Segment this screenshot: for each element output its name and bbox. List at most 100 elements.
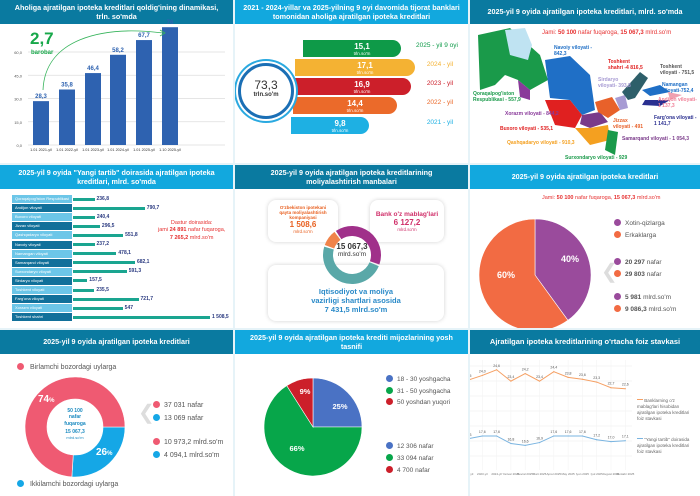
panel-title: 2025-yil 9 oyida ajratilgan ipoteka kred… [470, 0, 700, 24]
data-point [553, 371, 555, 373]
pie-slice [286, 377, 314, 429]
x-tick-label: Mart 2025 [533, 472, 547, 476]
data-point [524, 372, 526, 375]
x-tick-label: 1.01 2022-yil [56, 148, 78, 152]
row-label: Andijon viloyati [12, 204, 72, 213]
data-label: 23,4 [536, 375, 543, 379]
bar-chart: 0,0 15,0 30,0 45,0 60,0 28,3 1.01 2021-yil 35,8… [14, 20, 225, 152]
total-summary: Jami: 50 100 nafar fuqaroga, 15 067,3 ml… [542, 30, 671, 36]
region-label: Toshkent viloyati - 751,5 [660, 64, 695, 76]
data-label: 24,2 [522, 368, 529, 372]
row-label: Toshkent viloyati [12, 286, 72, 294]
row-label: Namangan viloyati [12, 249, 72, 258]
value: 29 803 [625, 271, 645, 278]
panel-interest-rate: Ajratilgan ipoteka kreditlarining o'rtac… [470, 330, 700, 496]
data-point [624, 388, 626, 390]
legend-label: 50 yoshdan yuqori [397, 399, 451, 406]
bar [73, 306, 123, 310]
region-label: Sirdaryo viloyati- 393,8 [598, 77, 631, 89]
data-point [581, 378, 583, 380]
unit: nafar [646, 259, 662, 266]
total-unit: trln.so'm [253, 92, 279, 98]
program-note: Dastur doirasida: jami 24 891 nafar fuqa… [158, 220, 225, 242]
bar-value-label: 76 [167, 20, 174, 26]
x-tick-label: 1.01 2024-yil [107, 148, 129, 152]
year-label: 2024 - yil [426, 61, 454, 68]
legend-item: Birlamchi bozordagi uylarga [17, 363, 116, 371]
bar-value-label: 591,3 [128, 268, 142, 275]
x-tick-label: Iyul 2025 [591, 472, 604, 476]
note-line: 7 265,2 mlrd.so'm [158, 235, 225, 242]
panel-regional-map: 2025-yil 9 oyida ajratilgan ipoteka kred… [470, 0, 700, 163]
bar-value-label: 236,8 [96, 195, 110, 202]
region-surxondaryo [605, 130, 618, 155]
legend-dot [614, 270, 621, 277]
legend-item: 13 069 nafar [153, 414, 203, 422]
center-text: fuqaroga [64, 420, 86, 427]
legend-item: 10 973,2 mlrd.so'm [153, 438, 223, 446]
x-tick-label: 2024-yil [491, 472, 502, 476]
legend-label: Birlamchi bozordagi uylarga [29, 364, 117, 371]
bar [162, 27, 178, 146]
region-label: Surxondaryo viloyati - 929 [565, 155, 628, 161]
text: jami [158, 227, 170, 234]
bar [73, 315, 210, 319]
value: 5 981 [625, 294, 642, 301]
legend-label: 18 - 30 yoshgacha [397, 376, 451, 383]
year-band: 16,9 trln.so'm [293, 78, 411, 95]
region-toshkent [622, 72, 648, 100]
panel-yearly-mortgages: 2021 - 2024-yillar va 2025-yilning 9 oyi… [235, 0, 468, 163]
legend-item: "Yangi tartib" doirasida ajratilgan ipot… [637, 437, 697, 455]
value: 10 973,2 mlrd.so'm [164, 439, 224, 446]
legend-line [637, 398, 643, 400]
data-label: 22,6 [622, 383, 629, 387]
region-label: Samarqand viloyati - 1 054,3 [622, 136, 689, 142]
data-label: 17,6 [550, 430, 557, 434]
legend-item: Erkaklarga [614, 231, 656, 239]
legend-item: 9 086,3 mlrd.so'm [614, 305, 676, 313]
donut-center: 15 067,3 mlrd.so'm [322, 242, 382, 258]
pie-chart: 25% 66% 9% [263, 377, 363, 477]
band-unit: trln.so'm [353, 51, 371, 56]
data-point [610, 441, 612, 443]
value: 13 069 nafar [164, 415, 204, 422]
legend-item: Xotin-qizlarga [614, 219, 665, 227]
band-unit: trln.so'm [331, 128, 349, 133]
card-title: Iqtisodiyot va moliya [318, 287, 394, 296]
bar [73, 270, 127, 274]
legend-dot [386, 466, 393, 473]
panel-title: 2025-yil 9 oyida ajratilgan ipoteka kred… [470, 165, 700, 189]
bar [85, 73, 101, 145]
total-summary: Jami: 50 100 nafar fuqaroga, 15 067,3 ml… [542, 195, 661, 201]
region-fargona [642, 100, 670, 106]
value: 9 086,3 [625, 306, 647, 313]
pie-chart: 40% 60% [478, 218, 592, 328]
data-label: 23,5 [470, 374, 471, 378]
x-tick-label: Iyun 2025 [576, 472, 590, 476]
data-label: 17,6 [565, 430, 572, 434]
legend-item: 33 094 nafar [386, 454, 434, 462]
band-value: 16,9 [354, 80, 370, 89]
bar [73, 197, 95, 201]
arrow-head-icon [159, 29, 166, 37]
data-point [481, 374, 483, 377]
card-title: vazirligi shartlari asosida [311, 296, 401, 305]
x-tick-label: 1.10 2025-yil [159, 148, 181, 152]
region-buxoro [545, 100, 582, 128]
bar [73, 224, 100, 228]
bar [73, 233, 124, 237]
data-point [538, 441, 541, 444]
legend-item: 18 - 30 yoshgacha [386, 375, 450, 383]
band-value: 14,4 [347, 99, 363, 108]
data-point [624, 440, 626, 442]
donut-chart [323, 226, 381, 284]
text: nafar fuqaroga, [186, 227, 226, 234]
people: 50 100 [556, 195, 574, 201]
y-tick-label: 0,0 [16, 143, 22, 148]
bar-value-label: 157,5 [89, 277, 102, 284]
panel-yangi-tartib: 2025-yil 9 oyida "Yangi tartib" doirasid… [0, 165, 233, 328]
legend-item: 20 297 nafar [614, 258, 662, 266]
year-band: 17,1 trln.so'm [295, 59, 415, 76]
year-label: 2022 - yil [426, 99, 454, 106]
row-label: Jizzax viloyati [12, 222, 72, 231]
